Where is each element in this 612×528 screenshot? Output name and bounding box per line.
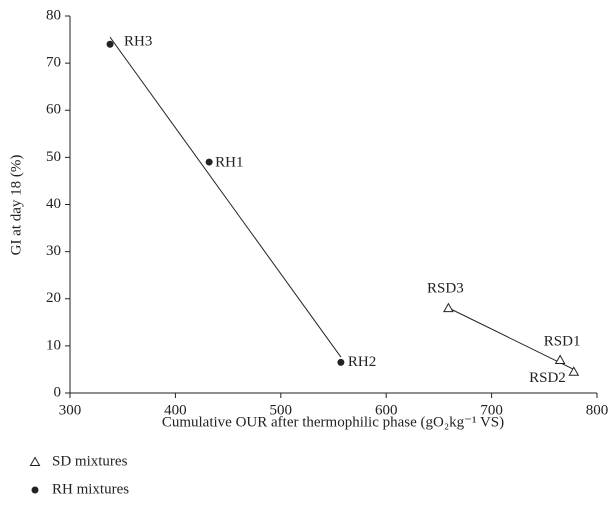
point xyxy=(554,354,566,365)
point-label: RSD3 xyxy=(427,281,464,297)
legend-label: RH mixtures xyxy=(52,481,129,497)
point xyxy=(443,302,454,313)
y-tick-label: 60 xyxy=(46,102,61,118)
x-tick-label: 300 xyxy=(59,402,82,418)
point-label: RH2 xyxy=(348,354,376,370)
point-label: RH3 xyxy=(124,34,152,50)
y-tick-label: 50 xyxy=(46,149,61,165)
y-axis-title: GI at day 18 (%) xyxy=(8,155,24,256)
y-tick-label: 70 xyxy=(46,55,61,71)
point-label: RSD2 xyxy=(529,370,566,386)
y-tick-label: 30 xyxy=(46,243,61,259)
legend-label: SD mixtures xyxy=(52,453,128,469)
x-tick-label: 600 xyxy=(375,402,398,418)
y-tick-label: 0 xyxy=(54,384,62,400)
legend-marker xyxy=(31,486,39,494)
point-label: RSD1 xyxy=(544,333,581,349)
x-axis-title: Cumulative OUR after thermophilic phase … xyxy=(162,414,504,430)
point xyxy=(568,366,580,376)
y-tick-label: 10 xyxy=(46,337,61,353)
y-tick-label: 80 xyxy=(46,7,61,23)
trend-line xyxy=(109,36,342,358)
y-tick-label: 40 xyxy=(46,196,61,212)
y-tick-label: 20 xyxy=(46,290,61,306)
x-tick-label: 400 xyxy=(164,402,187,418)
x-tick-label: 800 xyxy=(586,402,609,418)
x-tick-label: 500 xyxy=(270,402,293,418)
point xyxy=(205,158,213,166)
x-tick-label: 700 xyxy=(480,402,503,418)
point-label: RH1 xyxy=(215,155,243,171)
legend-marker xyxy=(29,456,41,466)
trend-line xyxy=(448,307,575,370)
point xyxy=(337,358,345,366)
point xyxy=(106,40,114,48)
